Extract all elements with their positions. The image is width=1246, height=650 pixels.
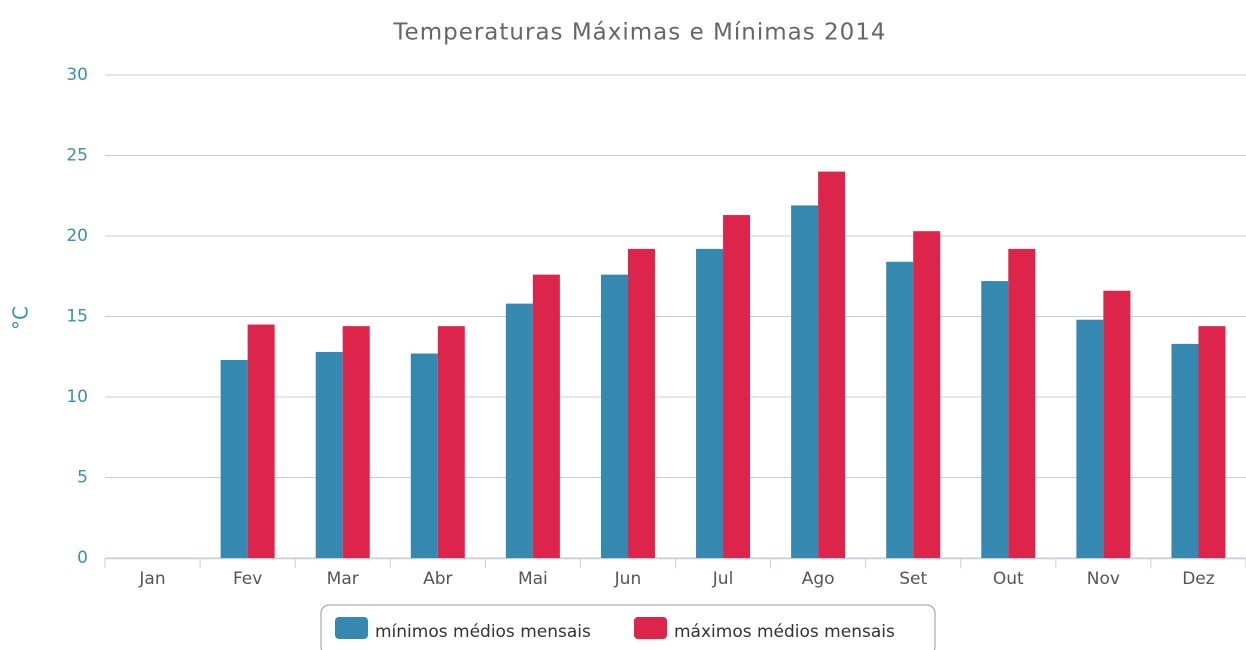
x-tick-label: Abr (423, 569, 452, 589)
bar (505, 303, 533, 558)
bar (315, 351, 343, 558)
bar (600, 274, 628, 558)
x-tick-label: Mai (518, 569, 548, 589)
y-tick-label: 5 (77, 468, 88, 488)
x-tick-label: Set (899, 569, 927, 589)
x-tick-label: Jan (138, 569, 165, 589)
x-tick-label: Ago (802, 569, 835, 589)
legend-box (320, 604, 936, 650)
bar (1171, 343, 1199, 558)
bar (818, 171, 846, 558)
chart-title: Temperaturas Máximas e Mínimas 2014 (392, 20, 886, 46)
bar (1008, 248, 1036, 558)
y-tick-label: 15 (66, 307, 88, 327)
bar (532, 274, 560, 558)
bar (220, 359, 248, 558)
y-tick-label: 30 (66, 65, 88, 85)
bar (410, 353, 438, 558)
x-tick-label: Jun (614, 569, 642, 589)
bar (627, 248, 655, 558)
y-tick-label: 0 (77, 548, 88, 568)
bar (886, 261, 914, 558)
bar (913, 231, 941, 559)
y-tick-label: 25 (66, 146, 88, 166)
y-axis-label: °C (9, 306, 33, 330)
bar (723, 215, 751, 558)
legend-swatch (335, 617, 368, 639)
x-tick-label: Fev (233, 569, 262, 589)
bar (791, 205, 819, 558)
legend-label: máximos médios mensais (674, 622, 895, 642)
bar (1103, 290, 1131, 558)
bar (437, 326, 465, 558)
x-tick-label: Jul (712, 569, 734, 589)
bar (981, 281, 1009, 558)
bar (1076, 319, 1104, 558)
x-tick-label: Out (993, 569, 1024, 589)
legend-swatch (634, 617, 667, 639)
bar (247, 324, 275, 558)
x-tick-label: Nov (1087, 569, 1120, 589)
bar (342, 326, 370, 558)
y-tick-label: 20 (66, 226, 88, 246)
y-tick-label: 10 (66, 387, 88, 407)
bar (1198, 326, 1226, 558)
bar (696, 248, 724, 558)
x-tick-label: Dez (1182, 569, 1215, 589)
legend-label: mínimos médios mensais (375, 622, 591, 642)
x-tick-label: Mar (327, 569, 359, 589)
